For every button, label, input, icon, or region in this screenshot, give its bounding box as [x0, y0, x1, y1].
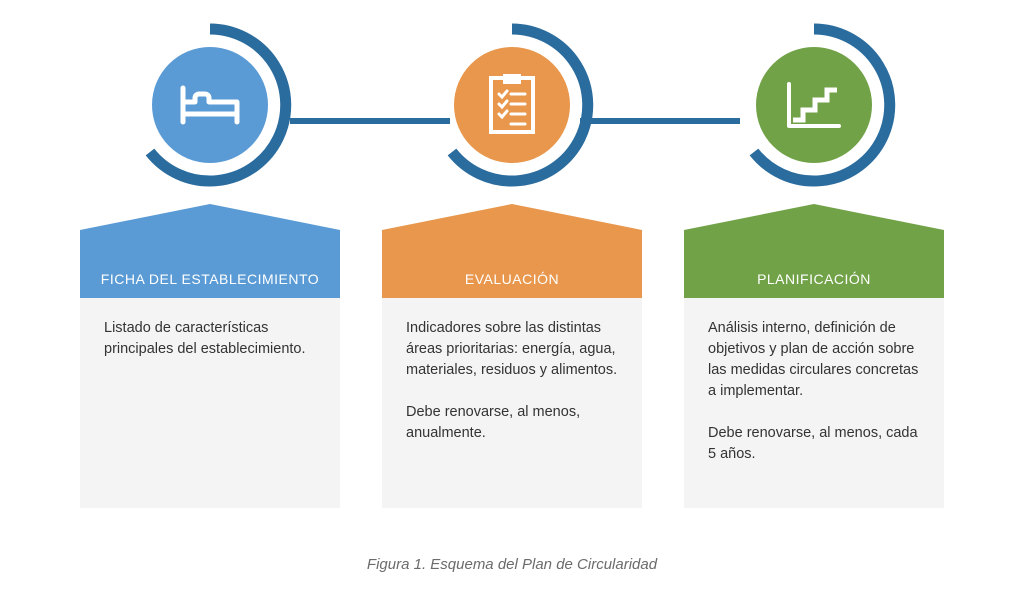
- header-label: PLANIFICACIÓN: [749, 270, 879, 288]
- stairs-icon: [779, 70, 849, 140]
- figure-caption: Figura 1. Esquema del Plan de Circularid…: [0, 556, 1024, 573]
- header-box: FICHA DEL ESTABLECIMIENTO: [80, 230, 340, 298]
- circle-wrap: [427, 20, 597, 190]
- circle-wrap: [729, 20, 899, 190]
- column-evaluacion: EVALUACIÓN Indicadores sobre las distint…: [382, 20, 642, 508]
- body-box: Análisis interno, definición de objetivo…: [684, 298, 944, 508]
- infographic-container: FICHA DEL ESTABLECIMIENTO Listado de car…: [0, 0, 1024, 508]
- body-text: Indicadores sobre las distintas áreas pr…: [406, 318, 618, 444]
- circle-wrap: [125, 20, 295, 190]
- body-text: Análisis interno, definición de objetivo…: [708, 318, 920, 465]
- icon-badge: [454, 47, 570, 163]
- header-label: FICHA DEL ESTABLECIMIENTO: [93, 270, 327, 288]
- body-box: Listado de características principales d…: [80, 298, 340, 508]
- header-box: PLANIFICACIÓN: [684, 230, 944, 298]
- column-ficha: FICHA DEL ESTABLECIMIENTO Listado de car…: [80, 20, 340, 508]
- body-box: Indicadores sobre las distintas áreas pr…: [382, 298, 642, 508]
- header-box: EVALUACIÓN: [382, 230, 642, 298]
- icon-badge: [152, 47, 268, 163]
- icon-badge: [756, 47, 872, 163]
- header-label: EVALUACIÓN: [457, 270, 567, 288]
- column-planificacion: PLANIFICACIÓN Análisis interno, definici…: [684, 20, 944, 508]
- body-text: Listado de características principales d…: [104, 318, 316, 360]
- clipboard-icon: [477, 70, 547, 140]
- bed-icon: [175, 70, 245, 140]
